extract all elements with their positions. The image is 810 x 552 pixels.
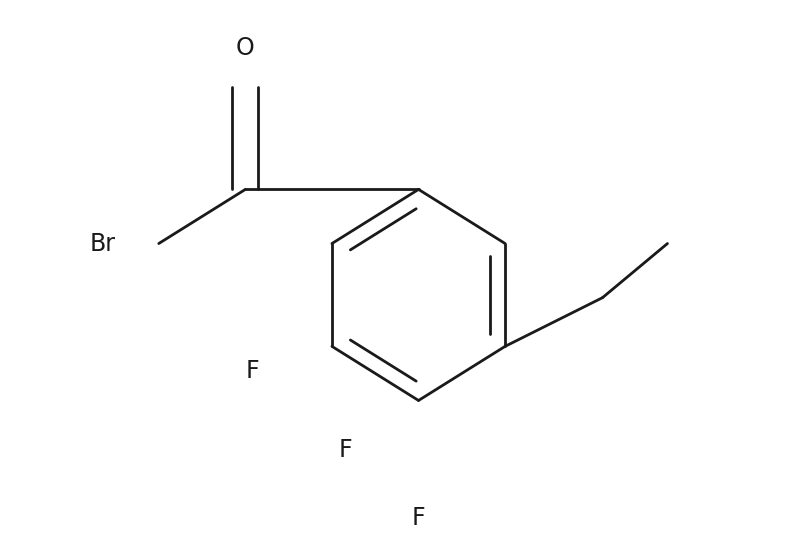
Text: F: F bbox=[339, 438, 352, 463]
Text: Br: Br bbox=[89, 231, 116, 256]
Text: F: F bbox=[245, 359, 259, 383]
Text: O: O bbox=[236, 35, 254, 60]
Text: F: F bbox=[411, 506, 425, 530]
